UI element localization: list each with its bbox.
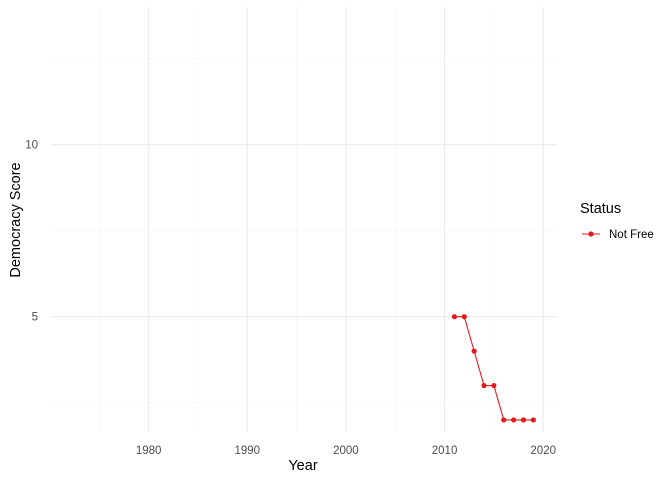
data-point: [481, 382, 487, 389]
data-point: [471, 348, 477, 354]
data-point: [520, 417, 527, 423]
y-axis-ticks: 5 10: [25, 140, 38, 324]
data-point: [451, 314, 458, 320]
legend: Status Not Free: [580, 201, 654, 241]
data-point: [530, 417, 536, 423]
legend-label: Not Free: [609, 229, 654, 241]
x-axis-ticks: 1980 1990 2000 2010 2020: [136, 445, 556, 457]
series-layer: [451, 314, 536, 423]
data-point: [491, 382, 497, 389]
x-tick-label: 1980: [136, 445, 162, 457]
legend-title: Status: [580, 201, 621, 217]
x-tick-label: 2010: [432, 445, 458, 457]
y-axis-title: Democracy Score: [8, 162, 24, 277]
legend-items: Not Free: [582, 229, 654, 241]
minor-gridlines: [50, 7, 558, 432]
x-tick-label: 2000: [333, 445, 359, 457]
data-point: [501, 417, 507, 423]
data-point: [461, 314, 467, 320]
data-point: [511, 417, 517, 423]
y-tick-label: 10: [25, 140, 38, 152]
legend-key-point: [588, 231, 594, 237]
x-axis-title: Year: [288, 458, 317, 474]
major-gridlines: [50, 7, 558, 432]
x-tick-label: 1990: [234, 445, 260, 457]
x-tick-label: 2020: [530, 445, 556, 457]
y-tick-label: 5: [32, 312, 38, 324]
